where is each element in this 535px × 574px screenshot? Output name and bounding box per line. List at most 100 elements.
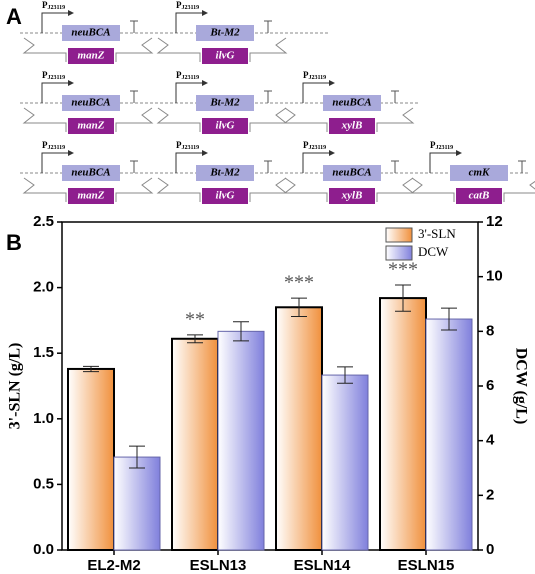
bracket [503,180,535,202]
y2-tick-label: 12 [486,213,503,230]
partner-box [68,118,114,134]
bracket [115,37,154,62]
bar [217,330,265,551]
bracket [249,177,288,202]
gene-box [323,95,381,111]
bar [67,367,115,551]
bar [321,374,369,551]
partner-box [456,188,502,204]
partner-label: xylB [341,190,363,202]
partner-box [68,188,114,204]
error-bar [337,366,353,384]
y2-tick-label: 6 [486,377,494,394]
gene-label: Bt-M2 [209,167,240,179]
promoter-arrowhead [329,150,335,156]
x-tick-label: ESLN14 [294,557,351,574]
significance: *** [388,259,418,281]
legend-label: 3'-SLN [418,226,456,241]
x-tick-label: EL2-M2 [87,557,140,574]
partner-box [202,188,248,204]
bracket [283,177,328,202]
partner-label: ilvG [216,120,235,132]
promoter-label: PJ23119 [176,0,199,11]
gene-label: neuBCA [332,167,371,179]
gene-label: neuBCA [71,27,110,39]
gene-label: cmK [469,167,490,179]
bracket [22,177,67,202]
bracket [156,107,201,132]
promoter-subscript: J23119 [182,145,200,151]
promoter-subscript: J23119 [436,145,454,151]
bracket [410,177,455,202]
gene-label: Bt-M2 [209,27,240,39]
promoter-arrow [41,152,68,173]
promoter-arrow [302,82,329,103]
x-tick-label: ESLN15 [398,557,455,574]
gene-label: neuBCA [71,97,110,109]
bar [113,456,161,551]
promoter-subscript: J23119 [182,75,200,81]
y-tick-label: 1.5 [33,344,54,361]
y-tick-label: 2.5 [33,213,54,230]
y2-tick-label: 10 [486,268,503,285]
partner-box [329,118,375,134]
gene-label: Bt-M2 [209,97,240,109]
y-tick-label: 2.0 [33,279,54,296]
error-bar [441,307,457,331]
partner-box [68,48,114,64]
promoter-arrow [41,82,68,103]
y-tick-label: 1.0 [33,410,54,427]
gene-box [62,165,120,181]
bracket [156,177,201,202]
y2-tick-label: 2 [486,486,494,503]
error-bar [291,297,307,317]
bracket [283,107,328,132]
partner-label: ilvG [216,50,235,62]
promoter-arrowhead [202,150,208,156]
significance: *** [284,272,314,294]
promoter-arrow [175,82,202,103]
partner-box [329,188,375,204]
bar [275,306,323,551]
y-tick-label: 0.5 [33,475,54,492]
promoter-arrowhead [202,10,208,16]
y-axis-label: 3'-SLN (g/L) [7,343,24,430]
gene-box [450,165,508,181]
gene-box [62,95,120,111]
y2-tick-label: 4 [486,432,495,449]
promoter-subscript: J23119 [182,5,200,11]
bar [379,297,427,552]
promoter-arrowhead [456,150,462,156]
bracket [249,37,288,62]
partner-label: ilvG [216,190,235,202]
y2-tick-label: 8 [486,322,494,339]
bracket [376,177,415,202]
x-tick-label: ESLN13 [190,557,247,574]
promoter-label: PJ23119 [303,70,326,81]
partner-label: xylB [341,120,363,132]
partner-box [202,48,248,64]
gene-label: neuBCA [332,97,371,109]
gene-box [323,165,381,181]
promoter-arrow [175,12,202,33]
error-bar [187,334,203,344]
promoter-subscript: J23119 [48,145,66,151]
promoter-label: PJ23119 [176,70,199,81]
y2-tick-label: 0 [486,541,494,558]
promoter-subscript: J23119 [48,75,66,81]
promoter-subscript: J23119 [48,5,66,11]
panel-label: B [6,230,22,255]
bracket [22,37,67,62]
error-bar [233,321,249,342]
error-bar [129,445,145,469]
partner-label: manZ [78,50,105,62]
gene-box [62,25,120,41]
promoter-label: PJ23119 [42,0,65,11]
promoter-arrow [41,12,68,33]
bracket [115,107,154,132]
bar [425,318,473,551]
promoter-arrowhead [68,150,74,156]
partner-label: manZ [78,190,105,202]
